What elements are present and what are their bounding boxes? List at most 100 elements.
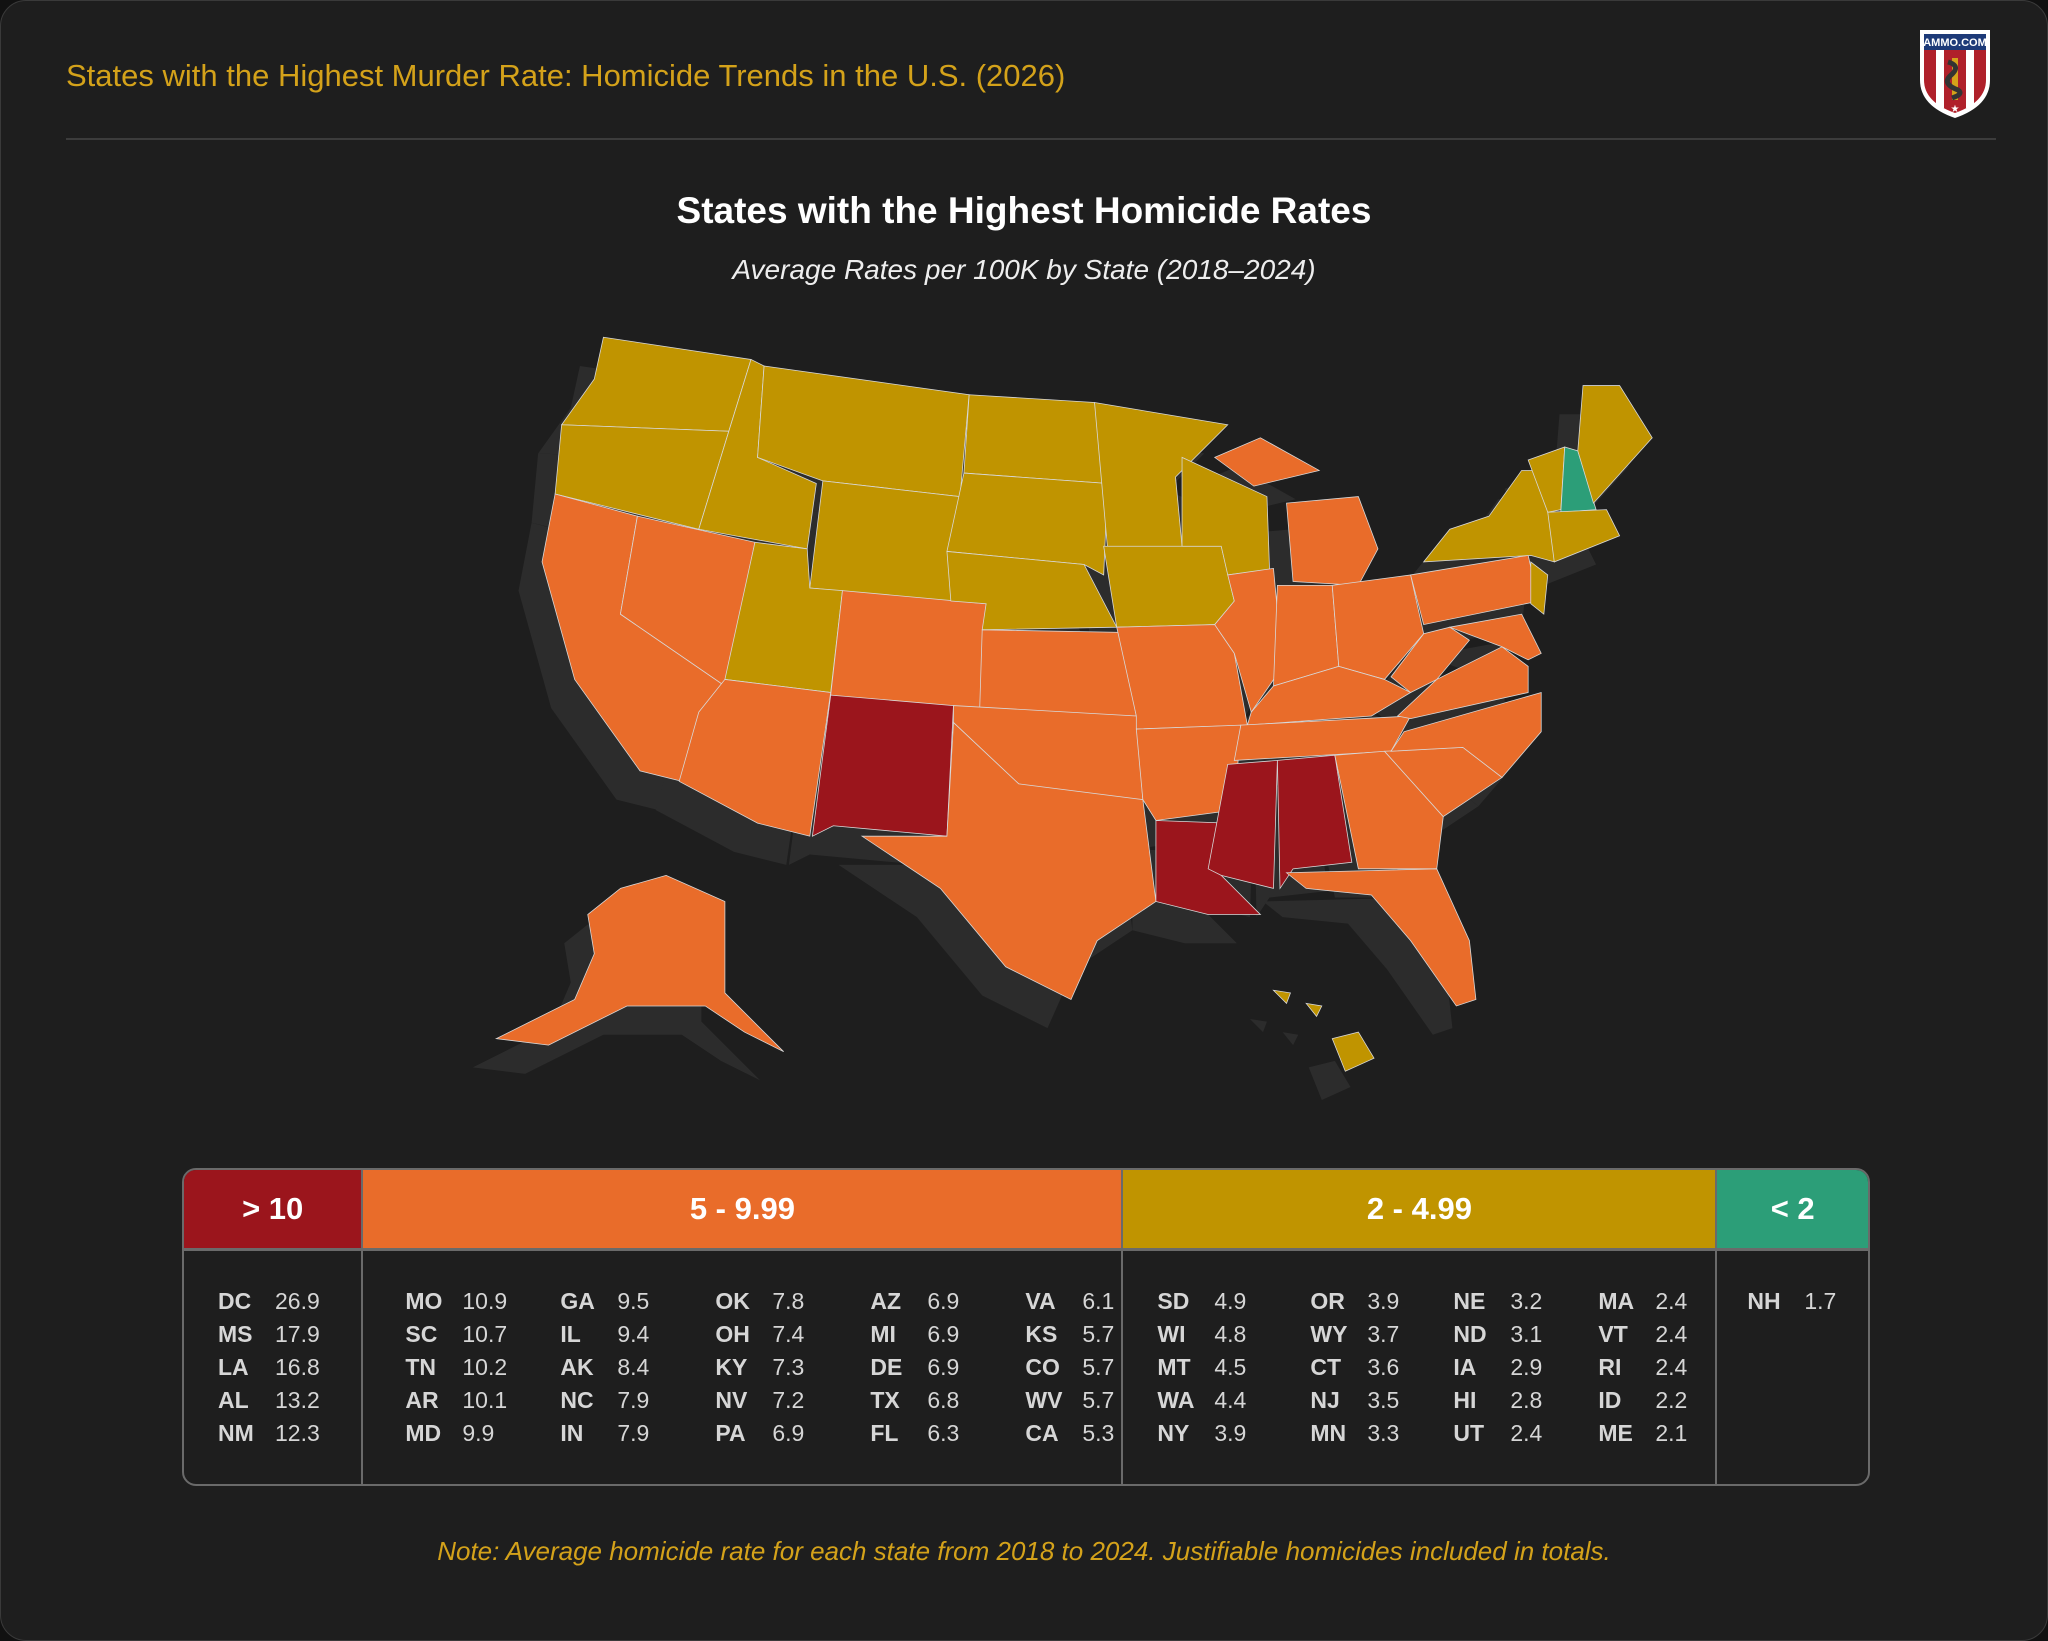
state-rate: 4.5 [1214,1354,1247,1380]
state-abbr: ND [1453,1321,1487,1347]
state-abbr: NV [715,1387,748,1413]
state-rate: 6.9 [772,1420,805,1446]
state-rate: 5.3 [1082,1420,1115,1446]
state-abbr: LA [218,1354,249,1380]
state-rate: 5.7 [1082,1354,1115,1380]
state-rate: 5.7 [1082,1321,1115,1347]
state-rate: 6.1 [1082,1288,1115,1314]
state-entry: SC 10.7 [405,1318,560,1351]
state-ar [1135,724,1242,821]
state-abbr: OR [1310,1288,1345,1314]
state-entry: NV 7.2 [715,1384,870,1417]
state-rate: 2.9 [1510,1354,1543,1380]
state-rate: 3.2 [1510,1288,1543,1314]
state-rate: 8.4 [617,1354,650,1380]
state-rate: 3.5 [1367,1387,1400,1413]
state-abbr: SD [1157,1288,1190,1314]
state-rate: 3.1 [1510,1321,1543,1347]
state-hi [1305,1002,1323,1018]
state-rate: 4.8 [1214,1321,1247,1347]
state-abbr: NH [1747,1288,1781,1314]
state-fl [1285,868,1477,1007]
state-entry: FL 6.3 [870,1417,1025,1450]
state-abbr: MA [1598,1288,1635,1314]
state-mi [1213,437,1321,487]
state-ak [494,874,784,1053]
state-entry: MD 9.9 [405,1417,560,1450]
state-ks [979,629,1137,717]
state-abbr: IL [560,1321,581,1347]
state-entry: ID 2.2 [1598,1384,1715,1417]
state-entry: CO 5.7 [1025,1351,1180,1384]
state-entry: HI 2.8 [1453,1384,1598,1417]
legend-category: 2 - 4.99 SD 4.9 WI 4.8 MT 4.5 WA 4.4 NY 3.9 OR 3.9 WY… [1123,1170,1718,1484]
ammo-logo: AMMO.COM ★ [1920,30,1990,118]
state-rate: 6.9 [927,1354,960,1380]
state-entry: NM 12.3 [218,1417,335,1450]
state-wy [809,480,961,602]
state-mi [1286,496,1379,586]
state-entry: MO 10.9 [405,1285,560,1318]
legend-table: > 10 DC 26.9 MS 17.9 LA 16.8 AL 13.2 NM 12.3 5 - 9.… [182,1168,1870,1486]
state-abbr: UT [1453,1420,1485,1446]
state-rate: 3.7 [1367,1321,1400,1347]
state-entry: ME 2.1 [1598,1417,1715,1450]
state-entry: NY 3.9 [1157,1417,1310,1450]
svg-text:★: ★ [1951,104,1960,115]
state-abbr: PA [715,1420,746,1446]
state-abbr: MD [405,1420,442,1446]
map-shadow [1249,1019,1267,1033]
state-rate: 17.9 [275,1321,320,1347]
state-al [1276,754,1353,890]
state-abbr: MO [405,1288,443,1314]
state-entry: CA 5.3 [1025,1417,1180,1450]
state-ma [1547,509,1621,563]
state-entry: NJ 3.5 [1310,1384,1453,1417]
state-entry: VA 6.1 [1025,1285,1180,1318]
state-rate: 3.3 [1367,1420,1400,1446]
state-rate: 6.9 [927,1321,960,1347]
state-abbr: NC [560,1387,594,1413]
state-entry: AZ 6.9 [870,1285,1025,1318]
state-rate: 2.4 [1655,1354,1688,1380]
state-rate: 4.9 [1214,1288,1247,1314]
state-abbr: IA [1453,1354,1477,1380]
state-rate: 1.7 [1804,1288,1837,1314]
state-rate: 16.8 [275,1354,320,1380]
state-abbr: MI [870,1321,896,1347]
state-entry: VT 2.4 [1598,1318,1715,1351]
state-entry: GA 9.5 [560,1285,715,1318]
state-rate: 6.3 [927,1420,960,1446]
state-ia [1103,545,1235,628]
state-abbr: AL [218,1387,249,1413]
state-abbr: HI [1453,1387,1477,1413]
state-entry: OH 7.4 [715,1318,870,1351]
svg-text:AMMO.COM: AMMO.COM [1923,37,1987,49]
state-entry: RI 2.4 [1598,1351,1715,1384]
state-hi [1331,1031,1375,1072]
state-rate: 10.2 [462,1354,508,1380]
state-rate: 2.4 [1655,1321,1688,1347]
state-nj [1530,561,1549,615]
state-abbr: OH [715,1321,750,1347]
state-abbr: GA [560,1288,595,1314]
state-abbr: ID [1598,1387,1622,1413]
state-entry: LA 16.8 [218,1351,335,1384]
state-entry: WV 5.7 [1025,1384,1180,1417]
state-abbr: ME [1598,1420,1633,1446]
state-rate: 4.4 [1214,1387,1247,1413]
state-entry: NE 3.2 [1453,1285,1598,1318]
state-rate: 9.9 [462,1420,495,1446]
state-nm [811,694,954,837]
state-rate: 2.8 [1510,1387,1543,1413]
state-mn [1094,402,1229,550]
state-rate: 26.9 [275,1288,320,1314]
state-rate: 2.2 [1655,1387,1688,1413]
state-rate: 9.4 [617,1321,650,1347]
state-entry: ND 3.1 [1453,1318,1598,1351]
state-abbr: TN [405,1354,437,1380]
state-abbr: NJ [1310,1387,1340,1413]
state-rate: 3.9 [1214,1420,1247,1446]
state-rate: 7.9 [617,1420,650,1446]
